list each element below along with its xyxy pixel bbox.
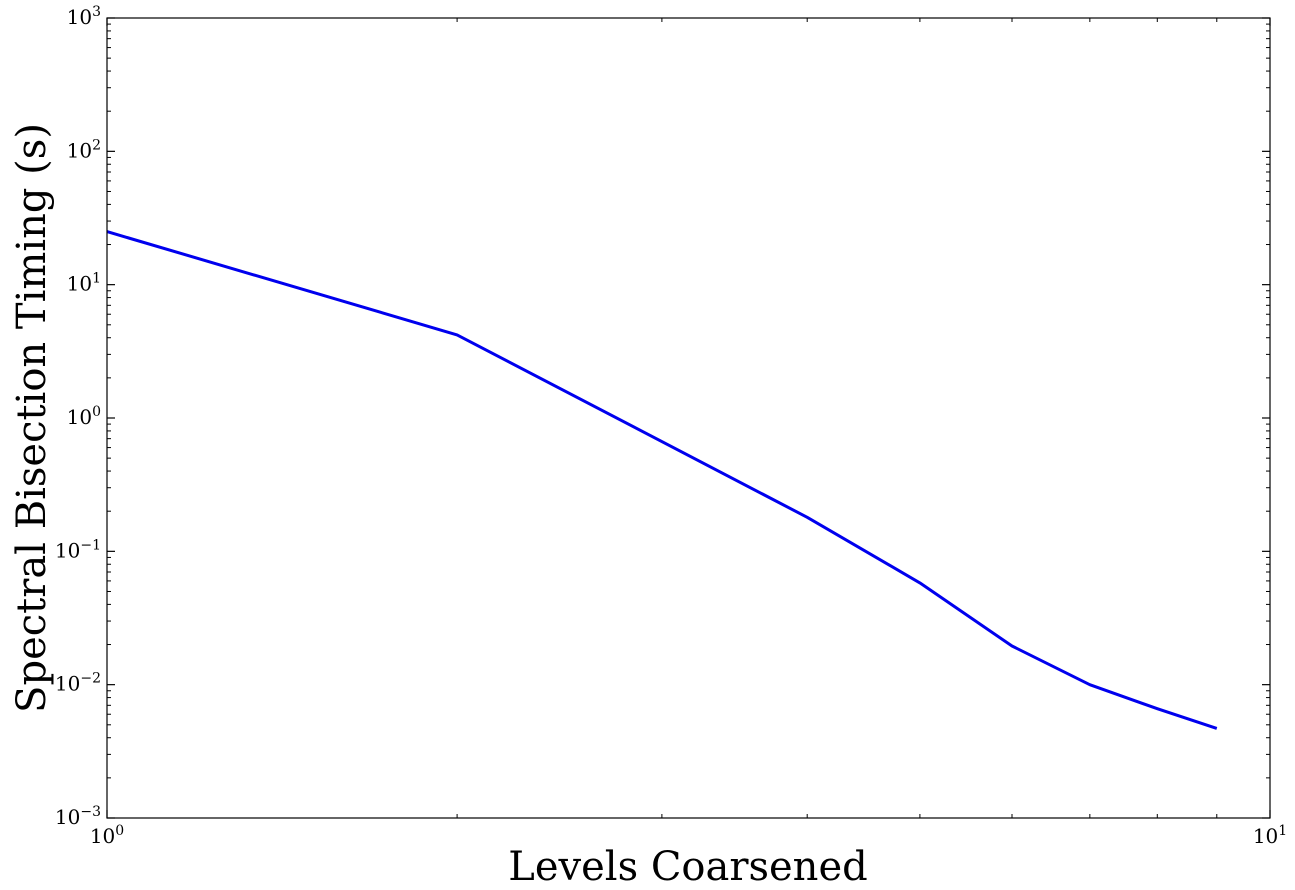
minor-ticks <box>107 18 1270 818</box>
y-tick-label: 101 <box>67 271 101 296</box>
series-layer <box>106 230 1218 730</box>
plot-frame <box>106 17 1271 819</box>
y-tick-label: 103 <box>67 4 101 29</box>
series-line <box>106 230 1218 730</box>
x-tick-label: 100 <box>90 823 124 848</box>
x-tick-label: 101 <box>1253 823 1287 848</box>
x-tick-labels: 100 101 <box>90 823 1287 848</box>
y-tick-labels: 10−3 10−2 10−1 100 101 102 103 <box>55 4 101 829</box>
y-tick-label: 10−3 <box>55 804 101 829</box>
y-tick-label: 102 <box>67 137 101 162</box>
plot-area <box>107 18 1270 818</box>
y-axis-title: Spectral Bisection Timing (s) <box>9 123 55 713</box>
y-tick-label: 10−2 <box>55 671 101 696</box>
y-tick-label: 10−1 <box>55 537 101 562</box>
x-axis-title: Levels Coarsened <box>508 844 867 890</box>
y-tick-label: 100 <box>67 404 101 429</box>
